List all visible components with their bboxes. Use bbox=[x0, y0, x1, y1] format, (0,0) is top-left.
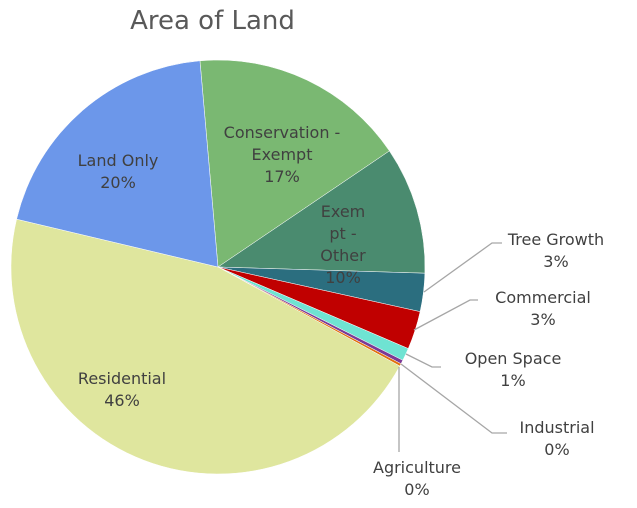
slice-value: 17% bbox=[264, 167, 300, 186]
leader-line bbox=[405, 353, 441, 368]
slice-value: 0% bbox=[544, 440, 570, 459]
pie-slice bbox=[10, 218, 401, 475]
slice-value: 1% bbox=[500, 371, 526, 390]
slice-value: 3% bbox=[530, 310, 556, 329]
slice-label: Tree Growth 3% bbox=[486, 229, 626, 273]
slice-label: Industrial 0% bbox=[507, 417, 607, 461]
slice-value: 20% bbox=[100, 173, 136, 192]
leader-line bbox=[400, 363, 507, 434]
slice-label: Land Only 20% bbox=[53, 150, 183, 194]
chart-title: Area of Land bbox=[130, 6, 295, 36]
slice-name: Conservation - Exempt bbox=[223, 123, 341, 164]
slice-label: Conservation - Exempt 17% bbox=[202, 122, 362, 188]
slice-label: Residential 46% bbox=[57, 368, 187, 412]
pie-slice bbox=[217, 150, 426, 274]
slice-name: Industrial bbox=[519, 418, 595, 437]
pie-slice bbox=[199, 59, 390, 268]
slice-name: Tree Growth bbox=[507, 230, 605, 249]
slice-value: 46% bbox=[104, 391, 140, 410]
slice-name: Commercial bbox=[495, 288, 591, 307]
slice-label: Commercial 3% bbox=[473, 287, 613, 331]
slice-label: Open Space 1% bbox=[443, 348, 583, 392]
slice-name: Agriculture bbox=[373, 458, 461, 477]
slice-value: 3% bbox=[543, 252, 569, 271]
slice-name: Land Only bbox=[77, 151, 159, 170]
slice-name: Residential bbox=[77, 369, 167, 388]
pie-slice bbox=[16, 60, 219, 268]
slice-value: 10% bbox=[325, 268, 361, 287]
slice-name: Open Space bbox=[464, 349, 562, 368]
leader-line bbox=[423, 242, 502, 293]
slice-name: Exempt - Other bbox=[320, 202, 366, 265]
leader-line bbox=[413, 299, 478, 331]
slice-label: Agriculture 0% bbox=[352, 457, 482, 501]
slice-label: Exempt - Other 10% bbox=[318, 201, 368, 289]
slice-value: 0% bbox=[404, 480, 430, 499]
